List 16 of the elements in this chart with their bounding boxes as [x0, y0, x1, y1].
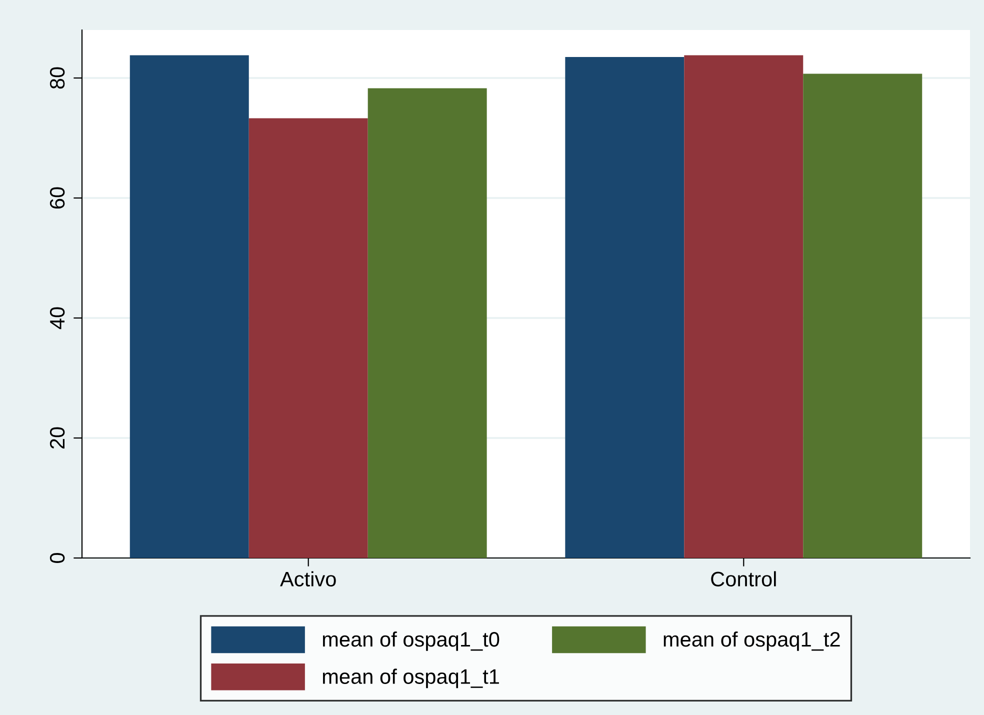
bar [368, 88, 487, 558]
y-tick-label: 20 [50, 427, 65, 449]
y-tick-label: 80 [50, 67, 65, 89]
bar [565, 57, 684, 558]
bar [248, 118, 368, 558]
x-tick-label: Control [711, 571, 776, 586]
y-tick-label: 40 [50, 307, 65, 330]
legend-label: mean of ospaq1_t1 [322, 668, 499, 688]
legend-label: mean of ospaq1_t0 [322, 631, 500, 651]
y-tick-label: 60 [50, 187, 65, 209]
legend-label: mean of ospaq1_t2 [664, 631, 840, 651]
y-tick-label: 0 [50, 553, 65, 563]
bar [130, 55, 249, 558]
bar [803, 74, 922, 558]
bar [684, 55, 804, 558]
x-tick-label: Activo [280, 571, 336, 586]
